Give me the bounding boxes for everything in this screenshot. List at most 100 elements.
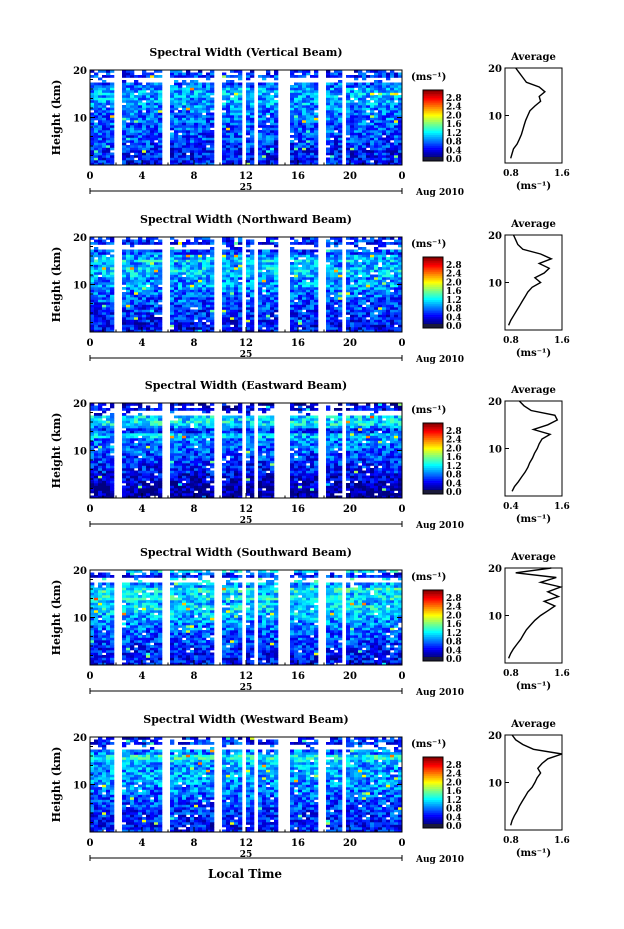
- heatmap-cell: [262, 277, 267, 280]
- heatmap-cell: [98, 289, 103, 293]
- heatmap-cell: [198, 304, 203, 308]
- heatmap-cell: [210, 297, 215, 300]
- heatmap-cell: [222, 112, 227, 116]
- heatmap-cell: [210, 259, 215, 263]
- heatmap-cell: [338, 160, 343, 163]
- heatmap-cell: [170, 257, 175, 260]
- colorbar-segment: [423, 110, 443, 113]
- heatmap-cell: [314, 145, 319, 148]
- heatmap-cell: [222, 319, 227, 323]
- heatmap-cell: [94, 297, 99, 300]
- heatmap-cell: [126, 140, 131, 143]
- heatmap-cell: [362, 135, 367, 138]
- heatmap-cell: [238, 120, 243, 123]
- heatmap-cell: [266, 70, 271, 73]
- heatmap-cell: [370, 142, 375, 146]
- heatmap-cell: [334, 324, 339, 328]
- heatmap-cell: [90, 289, 95, 293]
- heatmap-cell: [130, 262, 135, 265]
- heatmap-cell: [398, 254, 403, 258]
- heatmap-cell: [270, 157, 275, 161]
- heatmap-cell: [382, 160, 387, 163]
- heatmap-cell: [370, 302, 375, 305]
- heatmap-cell: [206, 125, 211, 128]
- heatmap-cell: [334, 75, 339, 78]
- heatmap-cell: [190, 115, 195, 118]
- heatmap-cell: [358, 289, 363, 293]
- heatmap-cell: [334, 120, 339, 123]
- heatmap-cell: [386, 272, 391, 275]
- heatmap-cell: [122, 110, 127, 113]
- heatmap-cell: [354, 292, 359, 295]
- heatmap-cell: [146, 307, 151, 310]
- heatmap-cell: [258, 292, 263, 295]
- heatmap-cell: [306, 257, 311, 260]
- heatmap-cell: [270, 264, 275, 268]
- y-tick-label: 10: [73, 281, 87, 292]
- heatmap-cell: [354, 142, 359, 146]
- heatmap-cell: [390, 284, 395, 288]
- heatmap-cell: [190, 249, 195, 253]
- heatmap-cell: [390, 279, 395, 283]
- heatmap-cell: [350, 272, 355, 275]
- heatmap-cell: [98, 440, 103, 444]
- heatmap-cell: [150, 262, 155, 265]
- heatmap-cell: [190, 75, 195, 78]
- heatmap-cell: [354, 327, 359, 330]
- heatmap-cell: [234, 132, 239, 136]
- heatmap-cell: [154, 150, 159, 153]
- heatmap-cell: [302, 307, 307, 310]
- heatmap-cell: [142, 72, 147, 76]
- heatmap-cell: [230, 242, 235, 245]
- heatmap-cell: [174, 294, 179, 298]
- heatmap-cell: [126, 410, 131, 414]
- heatmap-cell: [150, 125, 155, 128]
- heatmap-cell: [398, 125, 403, 128]
- heatmap-cell: [258, 267, 263, 270]
- heatmap-cell: [90, 495, 95, 499]
- heatmap-cell: [142, 97, 147, 101]
- heatmap-cell: [382, 107, 387, 111]
- heatmap-cell: [106, 307, 111, 310]
- heatmap-cell: [290, 322, 295, 325]
- heatmap-cell: [202, 122, 207, 126]
- heatmap-cell: [94, 485, 99, 489]
- heatmap-cell: [394, 92, 399, 96]
- heatmap-cell: [378, 322, 383, 325]
- heatmap-cell: [154, 82, 159, 86]
- heatmap-cell: [338, 319, 343, 323]
- heatmap-cell: [202, 115, 207, 118]
- heatmap-cell: [350, 147, 355, 151]
- heatmap-cell: [246, 127, 251, 131]
- heatmap-cell: [154, 309, 159, 313]
- heatmap-cell: [334, 162, 339, 166]
- heatmap-cell: [150, 107, 155, 111]
- heatmap-cell: [258, 145, 263, 148]
- heatmap-cell: [270, 284, 275, 288]
- heatmap-cell: [386, 284, 391, 288]
- heatmap-cell: [394, 122, 399, 126]
- heatmap-cell: [238, 162, 243, 166]
- heatmap-cell: [298, 314, 303, 318]
- heatmap-cell: [98, 428, 103, 431]
- heatmap-cell: [126, 277, 131, 280]
- heatmap-cell: [110, 90, 115, 93]
- heatmap-cell: [186, 242, 191, 245]
- heatmap-cell: [314, 277, 319, 280]
- heatmap-cell: [354, 132, 359, 136]
- profile-x-tick-label: 0.8: [503, 336, 519, 346]
- heatmap-cell: [370, 287, 375, 290]
- heatmap-cell: [362, 279, 367, 283]
- heatmap-cell: [250, 262, 255, 265]
- heatmap-cell: [302, 122, 307, 126]
- heatmap-cell: [106, 87, 111, 91]
- heatmap-cell: [374, 150, 379, 153]
- heatmap-cell: [154, 110, 159, 113]
- heatmap-cell: [330, 284, 335, 288]
- heatmap-cell: [222, 309, 227, 313]
- heatmap-cell: [274, 132, 279, 136]
- heatmap-cell: [398, 120, 403, 123]
- heatmap-cell: [194, 135, 199, 138]
- colorbar-segment: [423, 318, 443, 321]
- heatmap-cell: [110, 127, 115, 131]
